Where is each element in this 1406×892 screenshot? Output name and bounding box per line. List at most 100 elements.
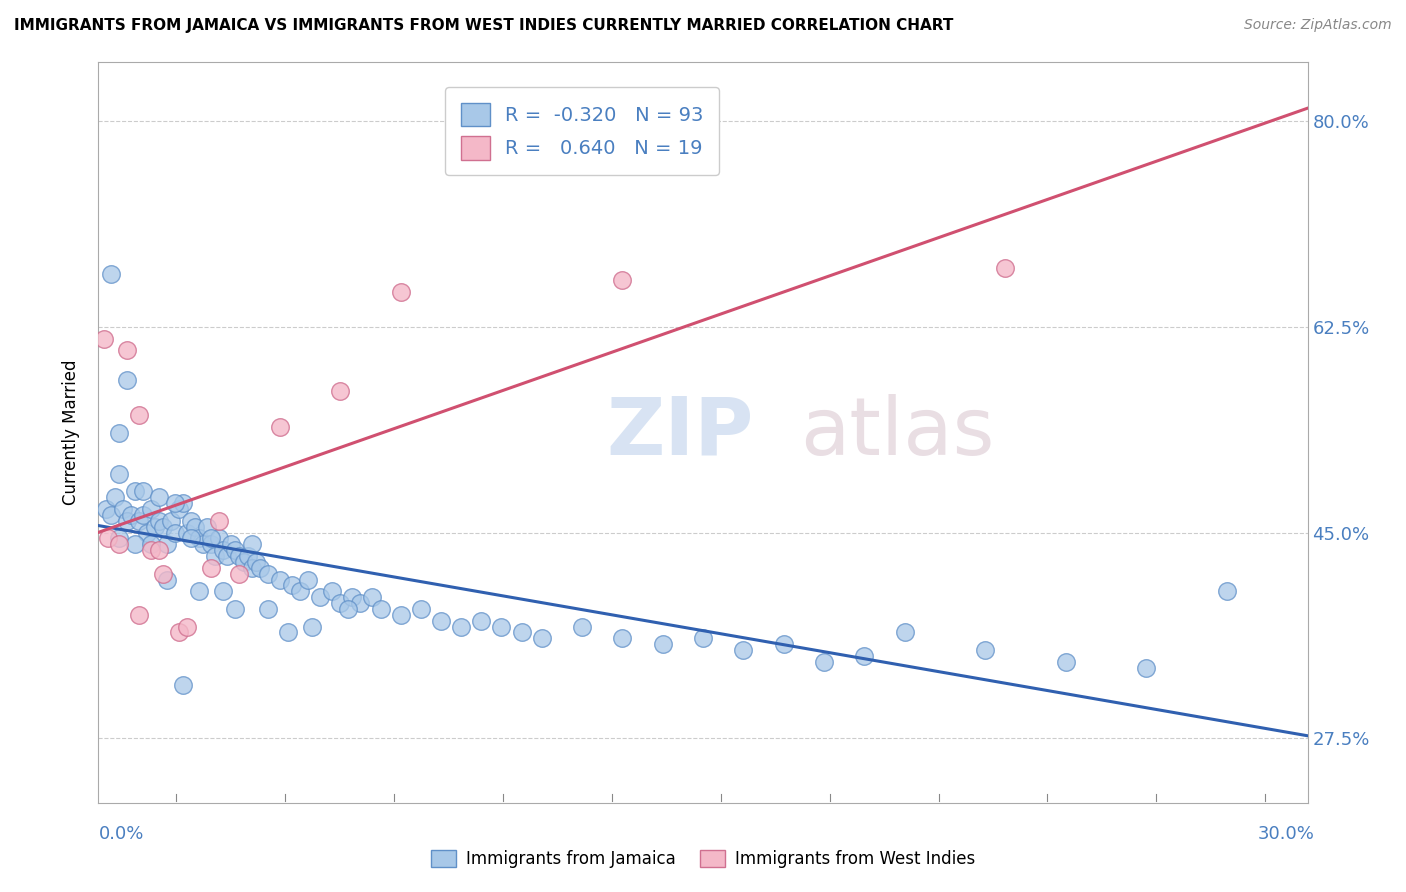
Point bbox=[97, 532, 120, 546]
Point bbox=[107, 537, 129, 551]
Point bbox=[188, 584, 211, 599]
Point bbox=[148, 543, 170, 558]
Point bbox=[1054, 655, 1077, 669]
Point bbox=[342, 590, 364, 604]
Point bbox=[193, 537, 215, 551]
Point bbox=[120, 508, 142, 522]
Point bbox=[204, 549, 226, 563]
Point bbox=[212, 543, 235, 558]
Point bbox=[510, 625, 533, 640]
Y-axis label: Currently Married: Currently Married bbox=[62, 359, 80, 506]
Point bbox=[200, 532, 222, 546]
Point bbox=[156, 573, 179, 587]
Point bbox=[180, 514, 202, 528]
Point bbox=[236, 549, 259, 563]
Point bbox=[224, 543, 246, 558]
Point bbox=[329, 596, 352, 610]
Point bbox=[692, 632, 714, 646]
Point bbox=[277, 625, 299, 640]
Point bbox=[430, 614, 453, 628]
Text: atlas: atlas bbox=[800, 393, 994, 472]
Point bbox=[288, 584, 311, 599]
Point bbox=[269, 419, 291, 434]
Point bbox=[309, 590, 332, 604]
Point bbox=[128, 514, 150, 528]
Point bbox=[409, 602, 432, 616]
Point bbox=[139, 502, 162, 516]
Point bbox=[107, 425, 129, 440]
Point bbox=[103, 490, 125, 504]
Point bbox=[232, 555, 254, 569]
Point bbox=[172, 496, 194, 510]
Point bbox=[772, 637, 794, 651]
Point bbox=[184, 519, 207, 533]
Point bbox=[96, 502, 118, 516]
Point bbox=[612, 273, 634, 287]
Point bbox=[188, 532, 211, 546]
Point bbox=[156, 537, 179, 551]
Point bbox=[195, 519, 218, 533]
Point bbox=[139, 537, 162, 551]
Point bbox=[148, 490, 170, 504]
Point bbox=[135, 525, 157, 540]
Point bbox=[124, 537, 146, 551]
Point bbox=[115, 343, 138, 358]
Point bbox=[152, 519, 174, 533]
Point bbox=[100, 508, 122, 522]
Point bbox=[269, 573, 291, 587]
Text: 30.0%: 30.0% bbox=[1258, 825, 1315, 843]
Point bbox=[256, 602, 278, 616]
Point bbox=[139, 543, 162, 558]
Point bbox=[733, 643, 755, 657]
Point bbox=[115, 514, 138, 528]
Point bbox=[180, 532, 202, 546]
Text: 0.0%: 0.0% bbox=[98, 825, 143, 843]
Point bbox=[349, 596, 371, 610]
Point bbox=[176, 525, 198, 540]
Point bbox=[530, 632, 553, 646]
Point bbox=[111, 502, 134, 516]
Point bbox=[228, 566, 250, 581]
Point bbox=[1216, 584, 1239, 599]
Point bbox=[240, 537, 263, 551]
Point bbox=[167, 625, 190, 640]
Point bbox=[571, 619, 593, 633]
Point bbox=[221, 537, 243, 551]
Point bbox=[361, 590, 384, 604]
Point bbox=[124, 484, 146, 499]
Point bbox=[160, 514, 183, 528]
Point bbox=[321, 584, 343, 599]
Point bbox=[389, 607, 412, 622]
Text: Source: ZipAtlas.com: Source: ZipAtlas.com bbox=[1244, 18, 1392, 32]
Point bbox=[853, 648, 876, 663]
Point bbox=[450, 619, 472, 633]
Point bbox=[167, 502, 190, 516]
Point bbox=[389, 285, 412, 299]
Text: ZIP: ZIP bbox=[606, 393, 754, 472]
Point bbox=[100, 267, 122, 281]
Point bbox=[152, 566, 174, 581]
Point bbox=[249, 561, 271, 575]
Point bbox=[301, 619, 323, 633]
Point bbox=[813, 655, 835, 669]
Point bbox=[132, 484, 155, 499]
Point bbox=[208, 532, 231, 546]
Point bbox=[281, 578, 304, 592]
Legend: Immigrants from Jamaica, Immigrants from West Indies: Immigrants from Jamaica, Immigrants from… bbox=[423, 843, 983, 875]
Point bbox=[208, 514, 231, 528]
Point bbox=[337, 602, 360, 616]
Point bbox=[212, 584, 235, 599]
Point bbox=[93, 332, 115, 346]
Point bbox=[128, 607, 150, 622]
Point bbox=[245, 555, 267, 569]
Point bbox=[107, 467, 129, 481]
Point bbox=[1135, 660, 1157, 674]
Point bbox=[470, 614, 492, 628]
Point bbox=[163, 525, 186, 540]
Point bbox=[224, 602, 246, 616]
Point bbox=[256, 566, 278, 581]
Point bbox=[132, 508, 155, 522]
Point bbox=[115, 373, 138, 387]
Point bbox=[240, 561, 263, 575]
Point bbox=[651, 637, 673, 651]
